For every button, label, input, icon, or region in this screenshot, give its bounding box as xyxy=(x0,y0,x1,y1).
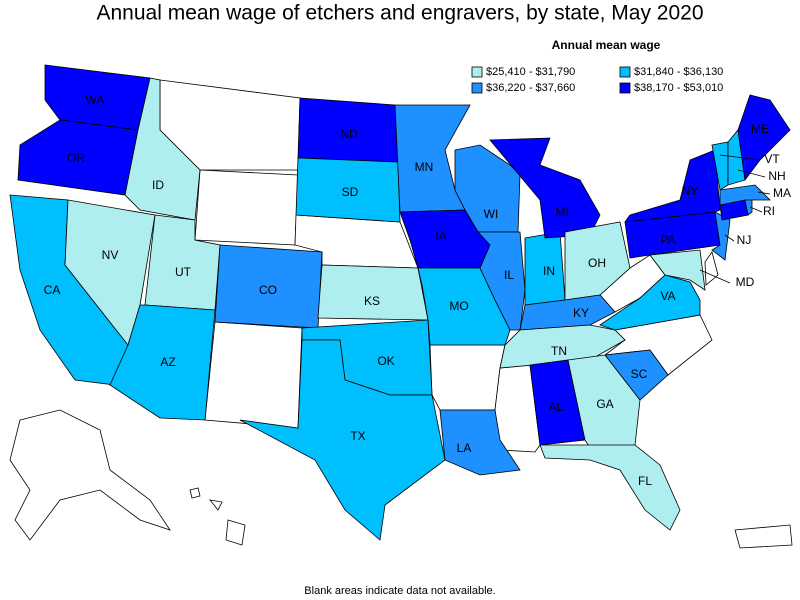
state-label: FL xyxy=(638,474,652,488)
state-label: NJ xyxy=(737,233,752,247)
legend-swatch xyxy=(619,82,631,94)
state-shape xyxy=(477,231,526,331)
state-label: CO xyxy=(259,283,277,297)
state-label: OR xyxy=(67,151,85,165)
state-label: NV xyxy=(102,248,119,262)
state-label: KS xyxy=(364,294,380,308)
state-shape xyxy=(209,499,223,511)
legend-label: $31,840 - $36,130 xyxy=(634,66,723,78)
state-shape xyxy=(604,349,669,401)
state-label: MA xyxy=(773,186,791,200)
state-label: ND xyxy=(340,127,358,141)
state-label: MO xyxy=(449,299,468,313)
leader-line xyxy=(737,169,766,178)
state-label: SC xyxy=(631,367,648,381)
state-label: WI xyxy=(484,207,499,221)
state-label: AZ xyxy=(160,355,175,369)
leader-line xyxy=(749,206,763,213)
state-label: TN xyxy=(551,344,567,358)
state-shape xyxy=(9,409,171,541)
legend-title: Annual mean wage xyxy=(552,38,661,52)
state-shape xyxy=(204,321,303,429)
state-label: MN xyxy=(415,160,434,174)
state-shape xyxy=(429,344,506,411)
state-shape xyxy=(704,251,719,286)
state-shape xyxy=(109,304,216,421)
state-label: IL xyxy=(504,268,514,282)
states xyxy=(9,64,791,541)
state-shape xyxy=(737,94,791,182)
state-label: RI xyxy=(763,204,775,218)
state-label: OH xyxy=(588,256,606,270)
legend-swatch xyxy=(471,82,483,94)
legend-label: $25,410 - $31,790 xyxy=(486,66,575,78)
state-label: NY xyxy=(682,184,699,198)
state-label: GA xyxy=(596,397,613,411)
state-shape xyxy=(719,184,771,206)
map-title: Annual mean wage of etchers and engraver… xyxy=(96,2,703,25)
state-label: CA xyxy=(44,283,61,297)
state-label: OK xyxy=(377,354,394,368)
state-shape xyxy=(439,409,521,476)
state-shape xyxy=(734,524,793,549)
leader-line xyxy=(757,191,771,195)
leader-line xyxy=(699,269,731,284)
state-shape xyxy=(189,487,201,499)
state-label: TX xyxy=(350,429,365,443)
state-shape xyxy=(239,339,446,541)
state-shape xyxy=(225,519,246,546)
state-label: IN xyxy=(543,264,555,278)
state-shape xyxy=(624,149,721,223)
state-label: AL xyxy=(549,400,564,414)
state-shape xyxy=(489,137,601,239)
state-label: KY xyxy=(573,306,589,320)
state-label: NH xyxy=(768,169,785,183)
state-label: UT xyxy=(175,265,192,279)
legend-label: $36,220 - $37,660 xyxy=(486,82,575,94)
state-label: ME xyxy=(751,122,769,136)
state-label: VT xyxy=(764,152,780,166)
state-labels: WA OR CA NV ID UT AZ CO ND SD KS OK TX MN WI IA MO IL IN MI… xyxy=(44,93,791,488)
legend-swatch xyxy=(471,66,483,78)
legend: $25,410 - $31,790 $31,840 - $36,130 $36,22… xyxy=(471,66,723,94)
state-label: MI xyxy=(555,205,568,219)
leader-line xyxy=(724,234,735,242)
legend-label: $38,170 - $53,010 xyxy=(634,82,723,94)
state-label: MD xyxy=(736,275,755,289)
state-label: PA xyxy=(660,233,675,247)
state-label: ID xyxy=(152,178,164,192)
state-shape xyxy=(295,157,401,223)
state-label: LA xyxy=(457,441,472,455)
state-shape xyxy=(539,444,681,531)
state-shape xyxy=(649,249,706,291)
state-label: IA xyxy=(435,229,446,243)
legend-swatch xyxy=(619,66,631,78)
footnote: Blank areas indicate data not available. xyxy=(304,585,495,597)
state-shape xyxy=(317,264,429,321)
state-label: SD xyxy=(342,185,359,199)
state-label: WA xyxy=(86,93,105,107)
state-shape xyxy=(599,274,701,331)
leader-line xyxy=(719,154,761,161)
state-shape xyxy=(194,169,299,246)
state-shape xyxy=(564,221,631,301)
state-label: VA xyxy=(660,289,675,303)
